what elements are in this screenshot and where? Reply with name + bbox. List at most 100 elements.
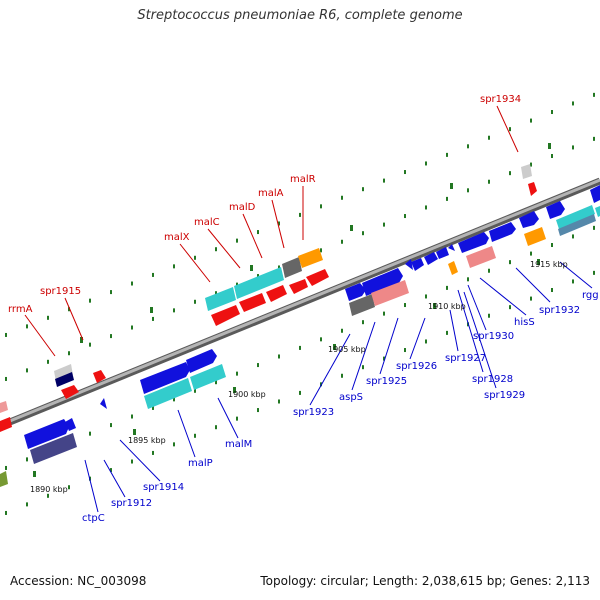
gene-label-malA[interactable]: malA — [258, 188, 284, 199]
gene-block-slate[interactable] — [30, 433, 77, 464]
gene-block-blue[interactable] — [345, 283, 366, 301]
guide-dot — [110, 468, 112, 473]
gene-block-blue[interactable] — [65, 418, 76, 431]
gene-block-cyan[interactable] — [556, 205, 595, 229]
gene-block-grey[interactable] — [521, 164, 532, 179]
gene-block-steel[interactable] — [558, 214, 596, 236]
gene-block-blue[interactable] — [448, 244, 455, 251]
guide-dot — [551, 288, 553, 293]
gene-label-spr1930[interactable]: spr1930 — [473, 331, 514, 342]
gene-block-blue[interactable] — [186, 349, 217, 373]
callout-line — [496, 105, 519, 153]
gene-label-spr1912[interactable]: spr1912 — [111, 498, 152, 509]
forward-gene-labels: rrmA spr1915 malX malC malD malA malR sp… — [8, 94, 521, 315]
major-tick — [333, 344, 336, 350]
callout-line — [463, 291, 497, 389]
gene-label-hisS[interactable]: hisS — [514, 317, 535, 328]
gene-block-cyan[interactable] — [595, 206, 600, 217]
gene-block-dark-grey[interactable] — [349, 294, 375, 316]
gene-label-rgg[interactable]: rgg — [582, 290, 599, 301]
guide-dot — [152, 405, 154, 410]
gene-block-red[interactable] — [266, 285, 287, 302]
guide-dot — [572, 279, 574, 284]
guide-dot — [383, 311, 385, 316]
gene-block-red[interactable] — [61, 385, 79, 399]
gene-label-malD[interactable]: malD — [229, 202, 256, 213]
gene-label-spr1928[interactable]: spr1928 — [472, 374, 513, 385]
guide-dot — [236, 238, 238, 243]
gene-block-blue[interactable] — [100, 398, 107, 409]
gene-block-red[interactable] — [289, 279, 308, 294]
guide-dot — [425, 294, 427, 299]
gene-block-blue[interactable] — [458, 232, 489, 253]
gene-label-ctpC[interactable]: ctpC — [82, 513, 105, 524]
guide-dot — [551, 110, 553, 115]
guide-dot — [383, 178, 385, 183]
gene-label-malC[interactable]: malC — [194, 217, 220, 228]
gene-block-blue[interactable] — [424, 252, 438, 265]
major-tick — [350, 225, 353, 231]
guide-dot — [488, 313, 490, 318]
gene-label-spr1934[interactable]: spr1934 — [480, 94, 521, 105]
guide-dot — [68, 351, 70, 356]
genome-backbone — [0, 177, 600, 430]
gene-label-spr1925[interactable]: spr1925 — [366, 376, 407, 387]
guide-dot — [152, 450, 154, 455]
gene-block-dark-grey[interactable] — [282, 257, 302, 278]
gene-block-blue[interactable] — [405, 259, 413, 270]
gene-label-rrmA[interactable]: rrmA — [8, 304, 33, 315]
gene-block-orange[interactable] — [298, 248, 323, 268]
gene-block-red[interactable] — [211, 305, 240, 326]
gene-block-red[interactable] — [528, 182, 537, 196]
gene-block-orange[interactable] — [448, 261, 458, 275]
gene-block-blue[interactable] — [590, 185, 600, 203]
gene-label-malP[interactable]: malP — [188, 458, 213, 469]
gene-block-red[interactable] — [239, 293, 266, 312]
gene-label-malX[interactable]: malX — [164, 232, 190, 243]
gene-block-cyan[interactable] — [190, 364, 226, 390]
gene-label-aspS[interactable]: aspS — [339, 392, 363, 403]
guide-dot — [257, 363, 259, 368]
reverse-strand-genes — [0, 185, 600, 487]
guide-dot — [257, 274, 259, 279]
gene-block-orange[interactable] — [524, 227, 546, 246]
gene-block-pink[interactable] — [371, 280, 409, 306]
gene-block-cyan[interactable] — [144, 378, 192, 409]
gene-block-pink[interactable] — [466, 246, 496, 268]
gene-label-spr1927[interactable]: spr1927 — [445, 353, 486, 364]
gene-label-spr1914[interactable]: spr1914 — [143, 482, 184, 493]
callout-line — [103, 459, 126, 498]
gene-block-red[interactable] — [0, 417, 12, 432]
guide-dot — [404, 170, 406, 175]
gene-block-navy[interactable] — [55, 372, 74, 387]
gene-block-blue[interactable] — [546, 201, 565, 219]
gene-label-malR[interactable]: malR — [290, 174, 316, 185]
gene-label-spr1915[interactable]: spr1915 — [40, 286, 81, 297]
gene-label-spr1923[interactable]: spr1923 — [293, 407, 334, 418]
gene-block-cyan[interactable] — [234, 267, 284, 299]
scale-label: 1895 kbp — [128, 436, 166, 445]
gene-label-spr1929[interactable]: spr1929 — [484, 390, 525, 401]
gene-block-pink[interactable] — [0, 401, 8, 413]
accession-text: Accession: NC_003098 — [10, 574, 147, 588]
guide-dot — [152, 272, 154, 277]
guide-dot — [551, 243, 553, 248]
major-tick — [433, 303, 436, 309]
gene-label-spr1932[interactable]: spr1932 — [539, 305, 580, 316]
gene-block-red[interactable] — [93, 370, 106, 383]
gene-block-blue[interactable] — [411, 258, 424, 271]
gene-label-malM[interactable]: malM — [225, 439, 252, 450]
guide-dot — [362, 320, 364, 325]
gene-block-blue[interactable] — [436, 247, 449, 259]
gene-block-blue[interactable] — [24, 419, 69, 449]
guide-dot — [320, 382, 322, 387]
gene-block-blue[interactable] — [519, 211, 539, 228]
gene-block-blue[interactable] — [140, 362, 190, 394]
guide-dot — [26, 368, 28, 373]
gene-block-red[interactable] — [306, 269, 329, 286]
gene-block-blue[interactable] — [489, 222, 516, 242]
gene-label-spr1926[interactable]: spr1926 — [396, 361, 437, 372]
gene-block-cyan[interactable] — [205, 287, 236, 311]
gene-block-olive[interactable] — [0, 471, 8, 487]
gene-block-blue[interactable] — [362, 268, 403, 296]
